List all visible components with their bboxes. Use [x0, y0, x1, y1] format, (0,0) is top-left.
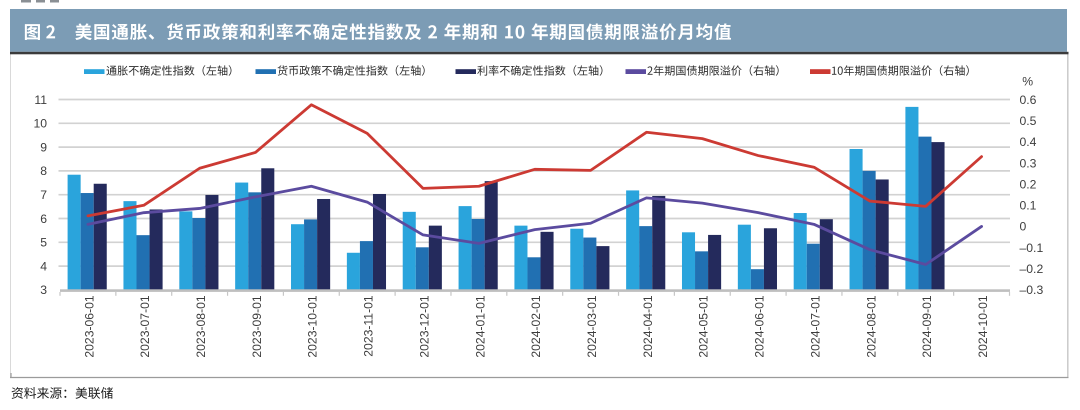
- svg-text:2024-03-01: 2024-03-01: [585, 295, 599, 358]
- svg-text:0.6: 0.6: [1020, 93, 1037, 107]
- svg-text:2024-06-01: 2024-06-01: [753, 295, 767, 358]
- svg-text:4: 4: [40, 259, 47, 273]
- svg-text:0.1: 0.1: [1020, 199, 1037, 213]
- svg-text:3: 3: [40, 283, 47, 297]
- svg-text:2024-08-01: 2024-08-01: [864, 295, 878, 358]
- svg-text:2023-12-01: 2023-12-01: [417, 295, 431, 358]
- svg-text:2023-10-01: 2023-10-01: [306, 295, 320, 358]
- svg-text:2023-11-01: 2023-11-01: [362, 295, 376, 357]
- svg-text:2024-01-01: 2024-01-01: [473, 295, 487, 358]
- svg-text:2023-07-01: 2023-07-01: [138, 295, 152, 358]
- svg-text:2023-09-01: 2023-09-01: [250, 295, 264, 358]
- svg-text:11: 11: [34, 93, 47, 107]
- svg-text:9: 9: [40, 140, 47, 154]
- svg-text:2024-04-01: 2024-04-01: [641, 295, 655, 358]
- svg-text:10: 10: [33, 117, 47, 131]
- svg-text:2024-09-01: 2024-09-01: [920, 295, 934, 358]
- svg-text:0.4: 0.4: [1020, 135, 1037, 149]
- svg-text:8: 8: [40, 164, 47, 178]
- svg-text:2024-02-01: 2024-02-01: [529, 295, 543, 358]
- svg-text:6: 6: [40, 212, 47, 226]
- svg-text:2024-05-01: 2024-05-01: [697, 295, 711, 358]
- svg-text:2023-06-01: 2023-06-01: [82, 295, 96, 358]
- svg-text:0.2: 0.2: [1020, 177, 1037, 191]
- svg-text:2024-10-01: 2024-10-01: [976, 295, 990, 358]
- svg-text:2023-08-01: 2023-08-01: [194, 295, 208, 358]
- svg-text:0.5: 0.5: [1020, 114, 1037, 128]
- svg-text:2024-07-01: 2024-07-01: [808, 295, 822, 358]
- svg-text:5: 5: [40, 236, 47, 250]
- svg-text:0.3: 0.3: [1020, 156, 1037, 170]
- svg-text:7: 7: [40, 188, 47, 202]
- svg-text:0: 0: [1020, 220, 1027, 234]
- svg-text:–0.3: –0.3: [1020, 283, 1044, 297]
- svg-text:–0.2: –0.2: [1020, 262, 1044, 276]
- svg-text:–0.1: –0.1: [1020, 241, 1044, 255]
- svg-text:%: %: [1022, 75, 1033, 89]
